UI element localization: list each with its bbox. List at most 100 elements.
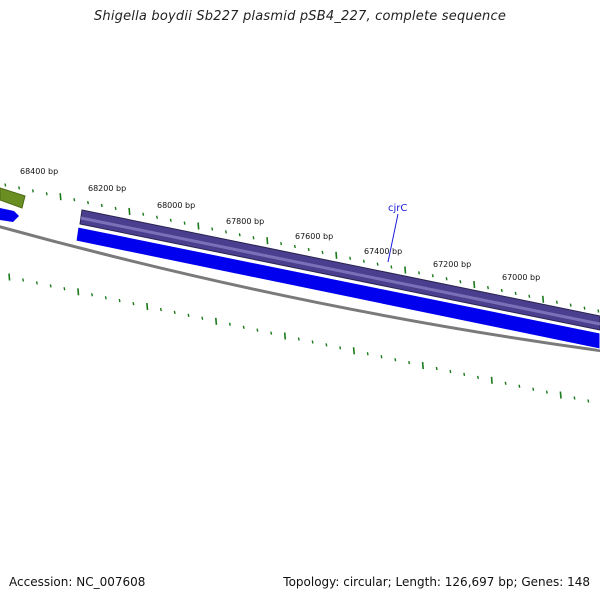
minor-tick bbox=[49, 284, 52, 288]
accession-text: Accession: NC_007608 bbox=[9, 575, 146, 589]
minor-tick bbox=[104, 296, 107, 300]
minor-tick bbox=[238, 233, 241, 237]
minor-tick bbox=[169, 218, 172, 222]
minor-tick bbox=[31, 189, 34, 193]
minor-tick bbox=[445, 277, 448, 281]
minor-tick bbox=[18, 186, 21, 190]
minor-tick bbox=[514, 291, 517, 296]
minor-tick bbox=[366, 352, 369, 356]
gene-label-leader bbox=[387, 213, 399, 263]
minor-tick bbox=[132, 301, 135, 306]
tick-label-67800: 67800 bp bbox=[226, 217, 264, 226]
major-tick bbox=[542, 295, 545, 303]
minor-tick bbox=[390, 265, 393, 269]
minor-tick bbox=[435, 366, 438, 371]
outer-tick-row bbox=[4, 183, 600, 313]
minor-tick bbox=[100, 203, 103, 208]
minor-tick bbox=[528, 294, 531, 298]
minor-tick bbox=[142, 212, 145, 216]
minor-tick bbox=[587, 399, 590, 403]
olive-gene[interactable] bbox=[0, 187, 26, 209]
minor-tick bbox=[187, 313, 190, 318]
minor-tick bbox=[252, 236, 255, 240]
minor-tick bbox=[487, 285, 489, 290]
major-tick bbox=[473, 281, 476, 289]
major-tick bbox=[421, 362, 424, 370]
minor-tick bbox=[449, 369, 452, 374]
map-title: Shigella boydii Sb227 plasmid pSB4_227, … bbox=[93, 9, 507, 24]
minor-tick bbox=[228, 322, 231, 326]
minor-tick bbox=[114, 206, 117, 211]
tick-label-67200: 67200 bp bbox=[433, 260, 471, 269]
minor-tick bbox=[45, 192, 48, 196]
minor-tick bbox=[256, 328, 259, 332]
minor-tick bbox=[280, 241, 283, 246]
minor-tick bbox=[63, 287, 66, 291]
minor-tick bbox=[201, 316, 204, 320]
minor-tick bbox=[431, 274, 434, 278]
tick-label-68200: 68200 bp bbox=[88, 184, 126, 193]
minor-tick bbox=[463, 372, 466, 377]
tick-label-67000: 67000 bp bbox=[502, 273, 540, 282]
minor-tick bbox=[159, 307, 162, 312]
major-tick bbox=[352, 347, 355, 355]
minor-tick bbox=[532, 387, 535, 391]
minor-tick bbox=[545, 390, 548, 394]
minor-tick bbox=[380, 355, 383, 359]
minor-tick bbox=[394, 358, 397, 362]
minor-tick bbox=[87, 200, 89, 205]
reverse-gene-band[interactable] bbox=[75, 226, 600, 350]
minor-tick bbox=[242, 325, 245, 329]
major-tick bbox=[8, 273, 11, 281]
major-tick bbox=[490, 376, 493, 384]
minor-tick bbox=[270, 331, 273, 335]
major-tick bbox=[197, 222, 200, 230]
minor-tick bbox=[321, 250, 324, 255]
small-reverse-gene-arrow[interactable] bbox=[0, 208, 19, 222]
minor-tick bbox=[418, 271, 420, 275]
major-tick bbox=[215, 317, 218, 325]
major-tick bbox=[146, 302, 149, 311]
minor-tick bbox=[183, 221, 186, 225]
minor-tick bbox=[504, 381, 507, 385]
minor-tick bbox=[297, 337, 300, 341]
minor-tick bbox=[293, 244, 296, 249]
major-tick bbox=[266, 237, 269, 245]
minor-tick bbox=[211, 227, 214, 231]
minor-tick bbox=[118, 298, 121, 303]
minor-tick bbox=[307, 247, 310, 252]
major-tick bbox=[77, 288, 80, 296]
tick-label-67600: 67600 bp bbox=[295, 232, 333, 241]
minor-tick bbox=[173, 310, 176, 315]
minor-tick bbox=[325, 343, 328, 347]
minor-tick bbox=[573, 396, 576, 400]
minor-tick bbox=[583, 306, 586, 310]
major-tick bbox=[335, 251, 338, 259]
minor-tick bbox=[22, 278, 25, 282]
major-tick bbox=[128, 207, 131, 215]
sequence-backbone bbox=[0, 225, 600, 353]
minor-tick bbox=[362, 259, 365, 263]
tick-label-68000: 68000 bp bbox=[157, 201, 195, 210]
minor-tick bbox=[349, 256, 352, 260]
minor-tick bbox=[408, 360, 411, 365]
forward-gene-highlight bbox=[80, 216, 600, 326]
major-tick bbox=[559, 391, 562, 399]
minor-tick bbox=[4, 183, 7, 187]
minor-tick bbox=[477, 375, 479, 380]
minor-tick bbox=[500, 288, 503, 293]
minor-tick bbox=[35, 281, 38, 285]
minor-tick bbox=[311, 340, 314, 344]
minor-tick bbox=[156, 215, 158, 219]
minor-tick bbox=[339, 346, 342, 350]
minor-tick bbox=[555, 300, 558, 304]
minor-tick bbox=[597, 309, 600, 313]
major-tick bbox=[283, 332, 287, 340]
topology-summary: Topology: circular; Length: 126,697 bp; … bbox=[283, 575, 590, 589]
gene-label-cjrC[interactable]: cjrC bbox=[388, 203, 407, 214]
minor-tick bbox=[518, 384, 521, 388]
inner-tick-row bbox=[8, 273, 590, 403]
major-tick bbox=[59, 193, 62, 201]
minor-tick bbox=[459, 280, 462, 284]
